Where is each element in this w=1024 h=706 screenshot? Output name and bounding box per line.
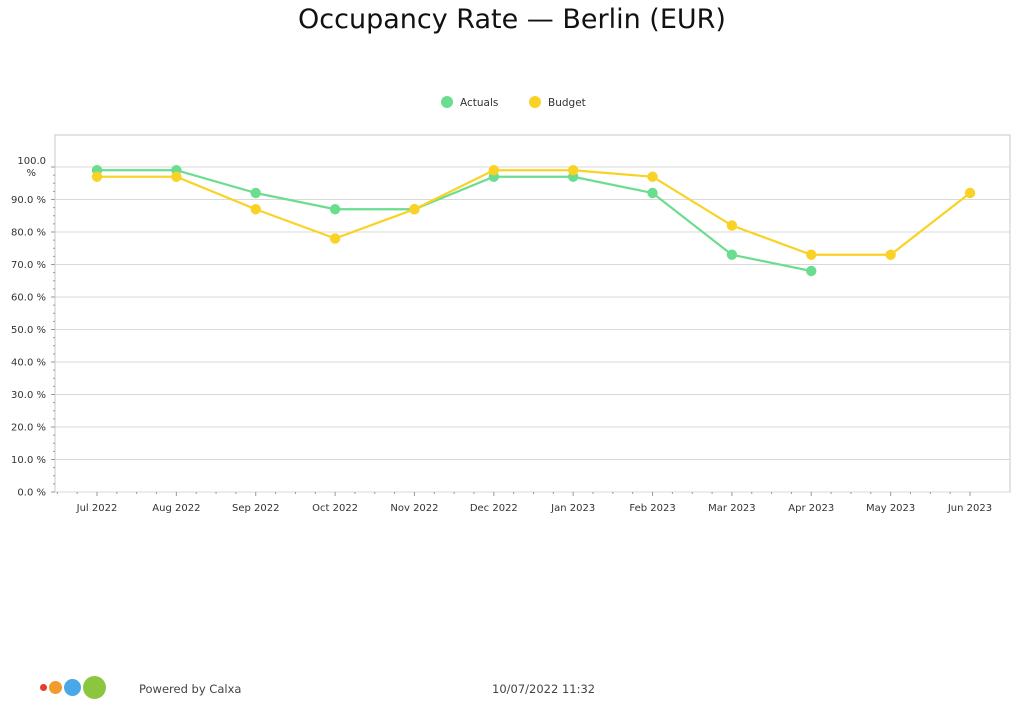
- logo-dot-red: [40, 684, 47, 691]
- x-tick-label: Nov 2022: [390, 503, 438, 514]
- data-point[interactable]: [329, 233, 341, 244]
- data-point[interactable]: [250, 204, 261, 215]
- data-point[interactable]: [806, 265, 817, 277]
- data-point[interactable]: [726, 249, 738, 260]
- series-line: [97, 169, 971, 256]
- y-tick-label: 0.0 %: [17, 488, 46, 499]
- y-tick-label: 30.0 %: [11, 390, 46, 401]
- y-tick-label: 70.0 %: [11, 260, 46, 271]
- x-tick-label: Feb 2023: [629, 503, 675, 514]
- y-tick-label: 100.0%: [17, 156, 46, 179]
- plot-area: [54, 134, 1011, 493]
- chart-title: Occupancy Rate — Berlin (EUR): [298, 4, 726, 35]
- x-tick-label: Jul 2022: [76, 503, 118, 514]
- y-tick-label: 10.0 %: [11, 455, 46, 466]
- data-point[interactable]: [329, 204, 341, 215]
- data-point[interactable]: [91, 171, 103, 182]
- logo-dot-green: [83, 676, 106, 699]
- data-point[interactable]: [250, 187, 261, 199]
- x-axis: Jul 2022 Aug 2022 Sep 2022 Oct 2022 Nov 2022…: [56, 492, 992, 514]
- data-point[interactable]: [647, 171, 658, 182]
- calxa-logo: [38, 676, 108, 700]
- y-tick-label: 90.0 %: [11, 195, 46, 206]
- x-tick-label: May 2023: [866, 503, 915, 514]
- x-tick-label: Jun 2023: [947, 503, 992, 514]
- x-tick-label: Sep 2022: [232, 503, 279, 514]
- report-timestamp: 10/07/2022 11:32: [492, 682, 596, 696]
- data-point[interactable]: [885, 249, 896, 260]
- series-layer: [91, 165, 976, 277]
- y-axis: 0.0 % 10.0 % 20.0 % 30.0 % 40.0 % 50.0 % 60.0 …: [11, 156, 55, 499]
- legend-marker: [441, 96, 453, 108]
- legend-marker: [529, 96, 541, 108]
- x-tick-label: Oct 2022: [312, 503, 358, 514]
- data-point[interactable]: [806, 249, 817, 260]
- data-point[interactable]: [488, 165, 500, 176]
- logo-dot-blue: [64, 679, 81, 696]
- logo-dot-orange: [49, 681, 62, 694]
- y-tick-label: 80.0 %: [11, 228, 46, 239]
- x-tick-label: Aug 2022: [152, 503, 200, 514]
- series-budget: [91, 165, 976, 260]
- y-tick-label: 60.0 %: [11, 293, 46, 304]
- y-tick-label: 50.0 %: [11, 325, 46, 336]
- x-tick-label: Jan 2023: [550, 503, 595, 514]
- powered-by-text: Powered by Calxa: [139, 682, 242, 696]
- gridlines: [55, 166, 1010, 493]
- data-point[interactable]: [567, 165, 579, 176]
- y-tick-label: 40.0 %: [11, 358, 46, 369]
- legend-label: Budget: [548, 97, 586, 109]
- data-point[interactable]: [171, 171, 182, 182]
- chart-legend: Actuals Budget: [441, 96, 586, 109]
- data-point[interactable]: [647, 187, 658, 199]
- x-tick-label: Mar 2023: [708, 503, 756, 514]
- x-tick-label: Dec 2022: [470, 503, 518, 514]
- data-point[interactable]: [964, 187, 976, 199]
- y-tick-label: 20.0 %: [11, 423, 46, 434]
- legend-label: Actuals: [460, 97, 498, 109]
- data-point[interactable]: [409, 204, 420, 215]
- data-point[interactable]: [726, 220, 738, 231]
- x-tick-label: Apr 2023: [788, 503, 834, 514]
- series-line: [97, 169, 812, 273]
